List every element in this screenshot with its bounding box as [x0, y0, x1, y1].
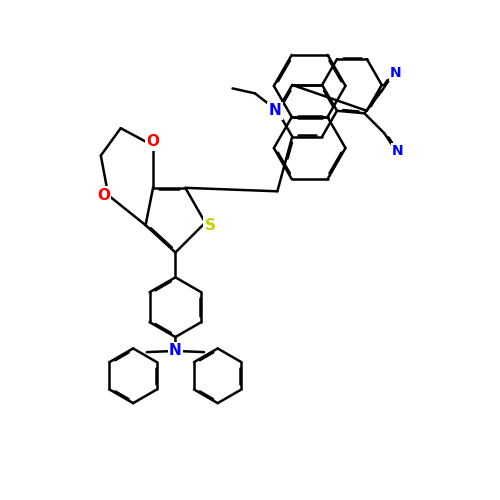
Text: N: N [390, 66, 401, 80]
Text: N: N [268, 104, 281, 118]
Text: N: N [392, 144, 404, 158]
Text: O: O [146, 134, 160, 149]
Text: N: N [169, 344, 182, 358]
Text: O: O [97, 188, 110, 203]
Text: S: S [204, 218, 216, 232]
